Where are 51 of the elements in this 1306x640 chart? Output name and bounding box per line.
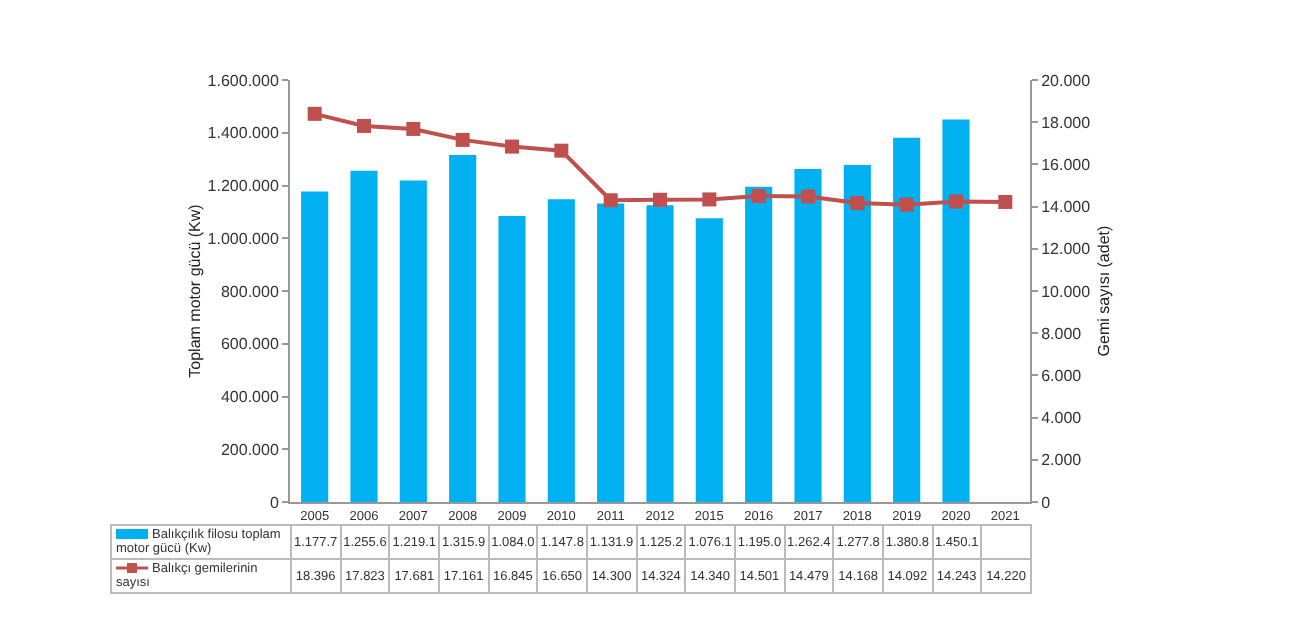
y2-tick-label: 14.000: [1041, 198, 1092, 217]
y2-tick-label: 12.000: [1041, 240, 1092, 259]
bar: [794, 169, 822, 502]
point: [307, 106, 322, 121]
y-tick-label: 600.000: [220, 335, 280, 354]
bar: [449, 154, 477, 502]
y2-axis-title: Gemi sayısı (adet): [1095, 224, 1114, 357]
y-tick-label: 200.000: [220, 440, 280, 459]
point: [998, 194, 1013, 209]
point: [751, 189, 766, 204]
y-tick-label: 1.400.000: [207, 124, 280, 143]
bar: [597, 203, 625, 502]
point: [653, 192, 667, 207]
y2-tick-label: 16.000: [1041, 156, 1092, 174]
bar: [745, 186, 773, 502]
point: [949, 194, 963, 209]
bar: [646, 205, 674, 502]
point: [455, 132, 470, 147]
point: [406, 121, 421, 136]
y2-tick-label: 2.000: [1041, 451, 1083, 470]
y2-tick-label: 8.000: [1041, 324, 1083, 343]
bar: [301, 191, 329, 502]
y2-tick-label: 10.000: [1041, 282, 1092, 301]
y-tick-label: 1.000.000: [207, 229, 280, 248]
bar: [547, 199, 575, 502]
point: [899, 197, 914, 212]
y2-tick-label: 0: [1041, 493, 1052, 512]
y2-tick-label: 20.000: [1041, 71, 1092, 90]
y-axis-title: Toplam motor gücü (Kw): [185, 203, 204, 378]
y2-tick-label: 4.000: [1041, 409, 1083, 428]
bar: [498, 216, 526, 502]
y2-tick-label: 18.000: [1041, 113, 1092, 132]
y-tick-label: 0: [269, 493, 280, 512]
point: [603, 193, 618, 208]
point: [505, 139, 519, 154]
y2-tick-label: 6.000: [1041, 367, 1083, 385]
point: [357, 118, 371, 133]
point: [554, 143, 569, 158]
bar: [893, 137, 921, 502]
bar: [350, 170, 378, 502]
bar: [843, 164, 871, 502]
bar: [942, 119, 970, 502]
y-tick-label: 400.000: [220, 388, 280, 407]
bar: [399, 180, 427, 502]
point: [702, 192, 717, 207]
y-tick-label: 1.600.000: [207, 71, 280, 90]
point: [850, 196, 865, 211]
point: [801, 189, 815, 204]
y-tick-label: 1.200.000: [207, 177, 280, 196]
y-tick-label: 800.000: [220, 282, 280, 301]
bar: [695, 218, 723, 502]
